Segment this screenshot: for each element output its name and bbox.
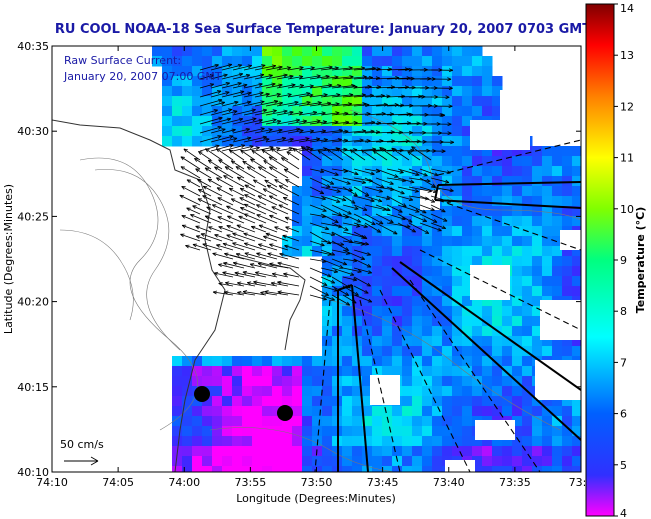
scale-label: 50 cm/s	[60, 438, 104, 451]
annotation-line-1: Raw Surface Current:	[64, 54, 181, 67]
colorbar	[585, 3, 615, 517]
current-vectors	[179, 63, 455, 306]
transect-lines	[314, 139, 581, 472]
x-tick-label: 74:05	[102, 476, 134, 489]
y-tick-label: 40:10	[17, 466, 49, 479]
colorbar-tick-label: 4	[620, 507, 627, 519]
colorbar-tick-label: 7	[620, 356, 627, 369]
x-axis-ticks: 74:10 74:05 74:00 73:55 73:50 73:45 73:40 73:35…	[36, 46, 593, 489]
x-tick-label: 74:00	[168, 476, 200, 489]
colorbar-tick-label: 10	[620, 203, 634, 216]
y-tick-label: 40:35	[17, 40, 49, 53]
x-tick-label: 73:35	[499, 476, 531, 489]
x-axis-label: Longitude (Degrees:Minutes)	[236, 492, 396, 505]
colorbar-tick-label: 5	[620, 459, 627, 472]
chart-title: RU COOL NOAA-18 Sea Surface Temperature:…	[55, 22, 591, 37]
colorbar-tick-label: 8	[620, 305, 627, 318]
x-tick-label: 74:10	[36, 476, 68, 489]
colorbar-tick-label: 13	[620, 49, 634, 62]
colorbar-ticks: 4 5 6 7 8 9 10 11 12 13 14	[614, 2, 634, 519]
x-tick-label: 73:50	[301, 476, 333, 489]
cloud-gaps	[370, 90, 581, 472]
coastline-inner	[229, 254, 306, 351]
bathymetry-contours	[59, 109, 581, 472]
annotation-line-2: January 20, 2007 07:00 GMT	[63, 70, 222, 83]
y-tick-label: 40:15	[17, 381, 49, 394]
y-tick-label: 40:30	[17, 125, 49, 138]
x-tick-label: 73:40	[433, 476, 465, 489]
colorbar-tick-label: 11	[620, 152, 634, 165]
map-plot-area	[52, 46, 581, 472]
y-axis-ticks: 40:35 40:30 40:25 40:20 40:15 40:10	[17, 40, 581, 479]
coastline	[52, 119, 226, 472]
y-tick-label: 40:25	[17, 210, 49, 223]
y-axis-label: Latitude (Degrees:Minutes)	[2, 184, 15, 334]
colorbar-tick-label: 9	[620, 254, 627, 267]
colorbar-tick-label: 6	[620, 408, 627, 421]
colorbar-tick-label: 12	[620, 100, 634, 113]
colorbar-label: Temperature (°C)	[634, 207, 647, 314]
x-tick-label: 73:45	[367, 476, 399, 489]
colorbar-tick-label: 14	[620, 2, 634, 15]
station-marker	[194, 386, 210, 402]
y-tick-label: 40:20	[17, 296, 49, 309]
scale-arrow	[64, 456, 99, 466]
x-tick-label: 73:55	[235, 476, 267, 489]
station-marker	[277, 405, 293, 421]
